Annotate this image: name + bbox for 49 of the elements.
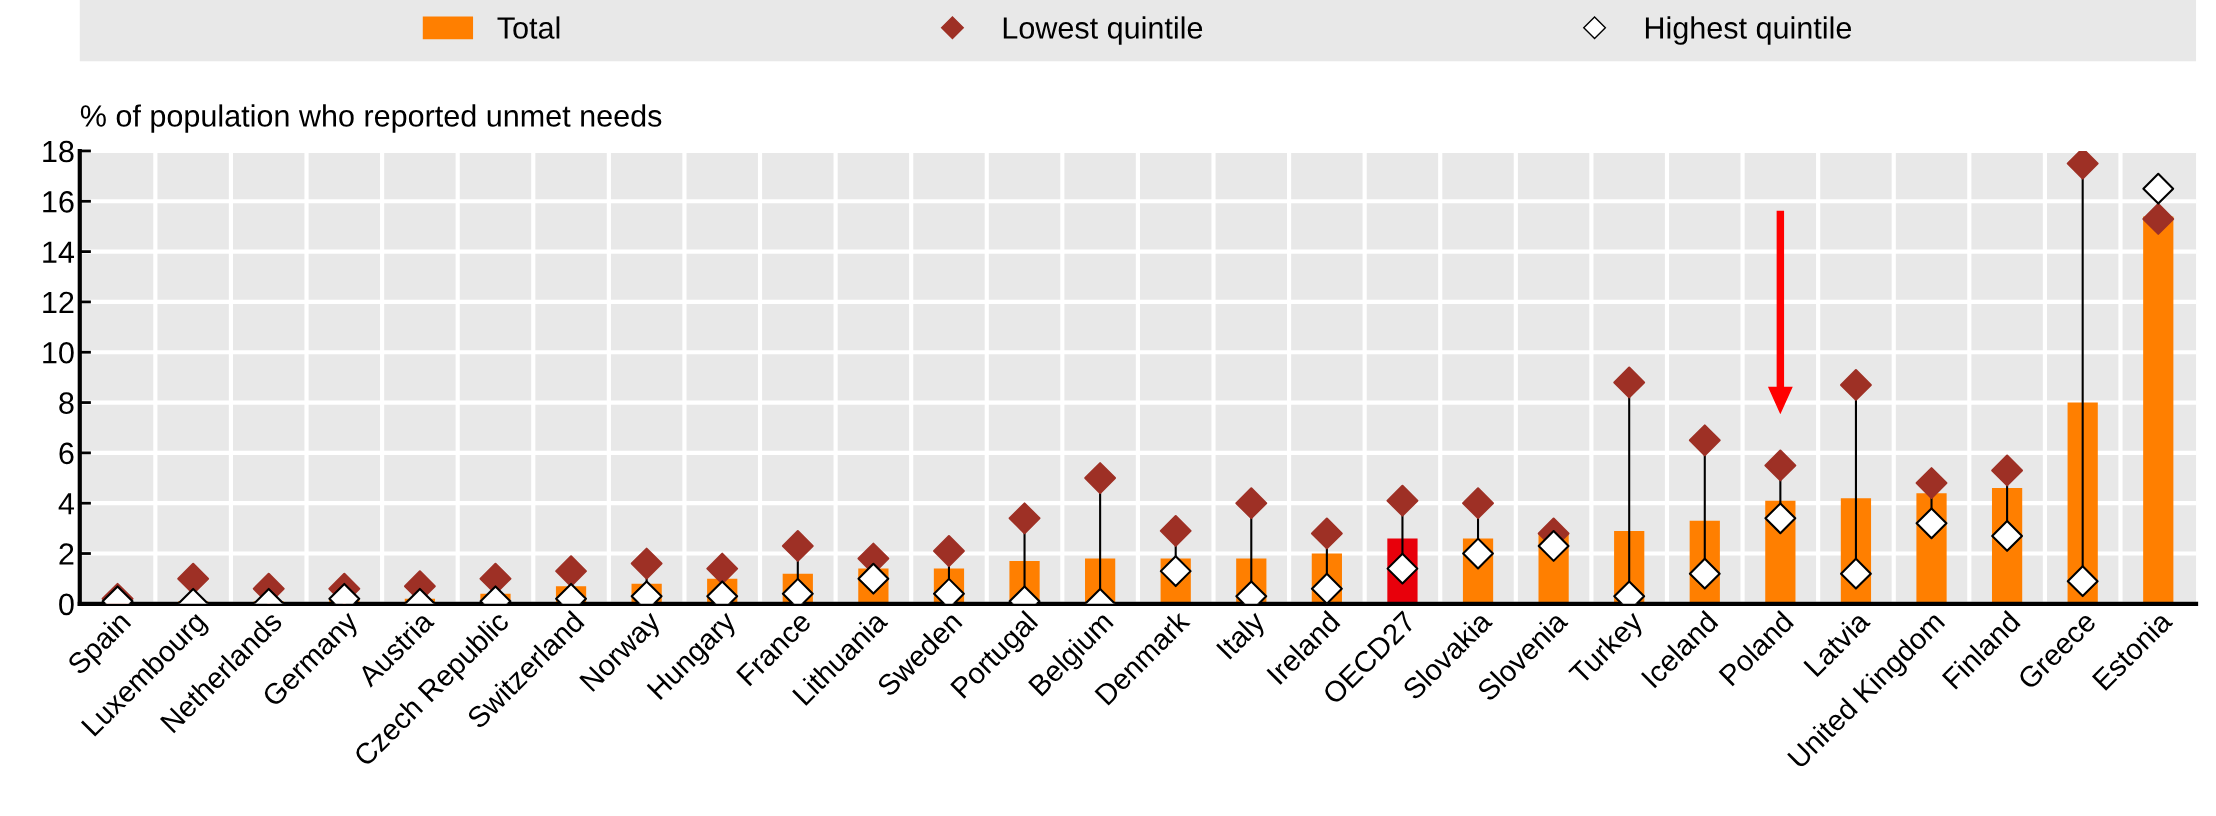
point [1764, 502, 1797, 535]
point [2066, 150, 2099, 180]
point [1840, 557, 1872, 590]
point [1462, 487, 1494, 520]
x-tick-label: Italy [1215, 608, 1271, 664]
point [933, 535, 965, 567]
point [1310, 517, 1343, 550]
y-tick-label: 8 [59, 392, 74, 414]
point [781, 530, 814, 562]
point [2142, 172, 2175, 205]
point [1386, 552, 1419, 585]
y-tick-label: 2 [59, 543, 74, 565]
y-tick-label: 10 [43, 341, 74, 364]
point [1688, 424, 1721, 457]
point [1915, 467, 1948, 500]
point [1840, 369, 1872, 401]
point [1991, 454, 2024, 487]
y-tick-label: 14 [43, 241, 75, 263]
point [2066, 565, 2099, 598]
point [1915, 507, 1948, 540]
legend-label: Total [497, 16, 560, 39]
point [630, 547, 663, 580]
point [1613, 366, 1646, 399]
legend-label: Lowest quintile [1003, 16, 1203, 45]
point [1537, 530, 1570, 562]
point [1991, 519, 2024, 552]
y-tick-label: 0 [59, 593, 74, 616]
legend-label: Highest quintile [1645, 16, 1852, 45]
point [1008, 502, 1041, 535]
y-tick-label: 4 [58, 493, 75, 515]
point [1084, 462, 1117, 494]
y-tick-label: 12 [43, 291, 74, 313]
point [1159, 555, 1192, 588]
y-tick-label: 18 [43, 140, 74, 163]
point [1386, 484, 1419, 517]
point [706, 552, 739, 585]
bar [2143, 216, 2174, 604]
point [1235, 487, 1268, 520]
point [555, 555, 587, 588]
point [1462, 537, 1494, 570]
point [1310, 572, 1343, 604]
y-axis-title: % of population who reported unmet needs [80, 104, 662, 133]
point [1159, 514, 1192, 547]
point [1764, 449, 1797, 482]
y-tick-label: 6 [59, 442, 74, 465]
point [857, 562, 890, 595]
y-tick-label: 16 [43, 191, 74, 213]
point [2142, 202, 2175, 235]
point [1688, 557, 1721, 590]
